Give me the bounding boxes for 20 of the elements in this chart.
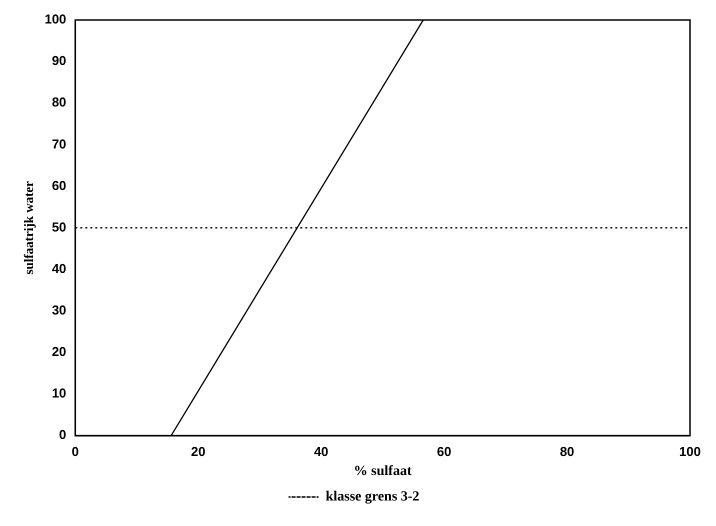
legend-label: klasse grens 3-2	[326, 490, 420, 505]
y-tick-label: 30	[52, 302, 66, 318]
y-tick-label: 90	[52, 53, 66, 68]
y-tick-label: 50	[52, 219, 66, 234]
x-tick-label: 60	[436, 444, 452, 459]
x-tick-label: 20	[191, 444, 206, 459]
x-tick-label: 80	[560, 444, 574, 459]
y-axis-title: sulfaatrijk water	[21, 180, 36, 275]
y-tick-label: 10	[52, 386, 66, 401]
y-tick-label: 100	[44, 12, 66, 27]
x-tick-label: 100	[679, 444, 701, 459]
y-tick-label: 70	[52, 136, 66, 152]
x-tick-label: 0	[72, 444, 79, 459]
y-tick-label: 20	[52, 344, 66, 360]
y-tick-label: 40	[52, 260, 66, 276]
x-axis-title: % sulfaat	[354, 464, 412, 480]
y-tick-label: 80	[52, 94, 66, 110]
y-tick-label: 0	[59, 427, 66, 442]
y-tick-label: 60	[52, 178, 66, 193]
x-tick-label: 40	[314, 444, 328, 459]
